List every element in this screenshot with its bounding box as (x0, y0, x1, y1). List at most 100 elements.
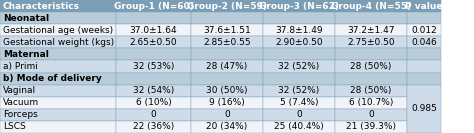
Text: 25 (40.4%): 25 (40.4%) (274, 122, 324, 131)
Text: LSCS: LSCS (3, 122, 26, 131)
Bar (0, 48, 116, 61)
Text: Maternal: Maternal (3, 50, 49, 59)
Bar (0, 72, 116, 85)
Bar (263, 85, 335, 97)
Text: a) Primi: a) Primi (3, 62, 38, 71)
Text: Group-4 (N=55): Group-4 (N=55) (331, 2, 411, 11)
Bar (191, 121, 263, 133)
Bar (191, 48, 263, 61)
Bar (116, 0, 191, 12)
Text: P value: P value (405, 2, 443, 11)
Text: 0.046: 0.046 (411, 38, 437, 47)
Bar (335, 121, 407, 133)
Bar (263, 97, 335, 109)
Bar (191, 109, 263, 121)
Text: 2.90±0.50: 2.90±0.50 (275, 38, 323, 47)
Bar (0, 12, 116, 24)
Bar (407, 72, 441, 85)
Bar (0, 61, 116, 72)
Bar (407, 24, 441, 36)
Text: Group-1 (N=60): Group-1 (N=60) (114, 2, 193, 11)
Text: 0: 0 (224, 110, 230, 119)
Text: 9 (16%): 9 (16%) (209, 98, 245, 107)
Bar (116, 72, 191, 85)
Text: Gestational weight (kgs): Gestational weight (kgs) (3, 38, 114, 47)
Bar (263, 0, 335, 12)
Text: 0: 0 (296, 110, 302, 119)
Bar (0, 97, 116, 109)
Bar (0, 36, 116, 48)
Bar (191, 97, 263, 109)
Bar (263, 109, 335, 121)
Bar (335, 12, 407, 24)
Text: 32 (52%): 32 (52%) (278, 86, 320, 95)
Text: 30 (50%): 30 (50%) (206, 86, 248, 95)
Text: 21 (39.3%): 21 (39.3%) (346, 122, 396, 131)
Bar (0, 121, 116, 133)
Bar (0, 24, 116, 36)
Bar (191, 85, 263, 97)
Bar (335, 85, 407, 97)
Text: 37.6±1.51: 37.6±1.51 (203, 26, 251, 35)
Text: Gestational age (weeks): Gestational age (weeks) (3, 26, 113, 35)
Text: 28 (50%): 28 (50%) (350, 62, 392, 71)
Bar (263, 12, 335, 24)
Bar (116, 48, 191, 61)
Text: Forceps: Forceps (3, 110, 37, 119)
Text: 6 (10%): 6 (10%) (136, 98, 172, 107)
Text: Group-3 (N=62): Group-3 (N=62) (259, 2, 339, 11)
Bar (191, 12, 263, 24)
Bar (335, 72, 407, 85)
Text: 32 (53%): 32 (53%) (133, 62, 174, 71)
Bar (407, 36, 441, 48)
Bar (263, 61, 335, 72)
Text: 6 (10.7%): 6 (10.7%) (349, 98, 393, 107)
Bar (116, 12, 191, 24)
Text: 20 (34%): 20 (34%) (206, 122, 248, 131)
Text: b) Mode of delivery: b) Mode of delivery (3, 74, 101, 83)
Text: 0: 0 (151, 110, 156, 119)
Bar (263, 121, 335, 133)
Bar (335, 48, 407, 61)
Bar (263, 24, 335, 36)
Text: 0: 0 (368, 110, 374, 119)
Text: 2.65±0.50: 2.65±0.50 (130, 38, 177, 47)
Text: 0.985: 0.985 (411, 104, 437, 113)
Bar (335, 36, 407, 48)
Bar (407, 0, 441, 12)
Bar (335, 24, 407, 36)
Bar (263, 72, 335, 85)
Text: Characteristics: Characteristics (3, 2, 80, 11)
Bar (407, 12, 441, 24)
Text: Vaginal: Vaginal (3, 86, 36, 95)
Bar (191, 61, 263, 72)
Bar (116, 36, 191, 48)
Text: 2.85±0.55: 2.85±0.55 (203, 38, 251, 47)
Bar (116, 24, 191, 36)
Bar (263, 36, 335, 48)
Bar (116, 121, 191, 133)
Text: 32 (52%): 32 (52%) (278, 62, 320, 71)
Text: 37.0±1.64: 37.0±1.64 (130, 26, 177, 35)
Text: 5 (7.4%): 5 (7.4%) (280, 98, 319, 107)
Bar (335, 0, 407, 12)
Bar (116, 61, 191, 72)
Bar (191, 0, 263, 12)
Text: 22 (36%): 22 (36%) (133, 122, 174, 131)
Bar (263, 48, 335, 61)
Bar (407, 61, 441, 72)
Bar (335, 97, 407, 109)
Bar (191, 36, 263, 48)
Text: Vacuum: Vacuum (3, 98, 39, 107)
Bar (0, 0, 116, 12)
Text: 2.75±0.50: 2.75±0.50 (347, 38, 395, 47)
Bar (335, 61, 407, 72)
Bar (335, 109, 407, 121)
Text: 28 (47%): 28 (47%) (206, 62, 248, 71)
Bar (407, 48, 441, 61)
Bar (116, 109, 191, 121)
Text: 0.012: 0.012 (411, 26, 437, 35)
Text: 37.2±1.47: 37.2±1.47 (347, 26, 395, 35)
Bar (407, 85, 441, 133)
Text: 28 (50%): 28 (50%) (350, 86, 392, 95)
